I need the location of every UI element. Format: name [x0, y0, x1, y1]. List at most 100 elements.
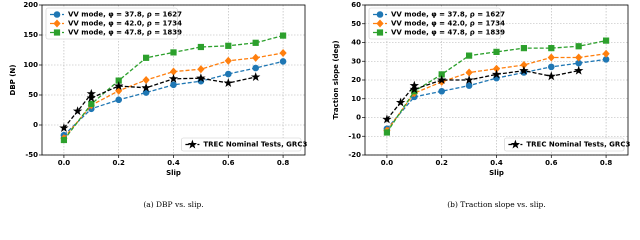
data-point — [88, 100, 95, 108]
data-point — [464, 75, 474, 84]
legend-marker — [53, 11, 61, 18]
x-tick-label: 0.2 — [436, 159, 449, 167]
data-point — [72, 106, 83, 116]
data-point — [575, 43, 582, 50]
data-point — [143, 54, 150, 61]
series-line — [386, 69, 579, 120]
legend-marker — [376, 19, 384, 28]
data-point — [279, 58, 287, 65]
y-tick-label: 50 — [28, 91, 38, 99]
x-tick-label: 0.0 — [381, 159, 394, 167]
series-line — [63, 52, 284, 139]
data-point — [575, 53, 583, 62]
legend-box — [181, 137, 302, 152]
legend-label: VV mode, φ = 42.0, ρ = 1734 — [391, 20, 505, 28]
legend-marker — [510, 139, 521, 149]
data-point — [491, 69, 502, 79]
y-tick-label: 20 — [351, 76, 361, 84]
y-tick-label: 0 — [356, 114, 361, 122]
data-point — [438, 87, 446, 95]
data-point — [252, 64, 259, 72]
data-point — [170, 49, 177, 56]
page: {"chart_data": [ {"type": "line", "x_lab… — [9, 1, 631, 209]
data-point — [252, 53, 260, 62]
data-point — [547, 53, 555, 62]
data-point — [115, 96, 123, 104]
y-tick-label: -10 — [348, 132, 361, 140]
x-tick-label: 0.8 — [600, 159, 613, 167]
data-point — [197, 43, 204, 51]
caption: (a) DBP vs. slip. — [143, 200, 203, 209]
legend-marker — [376, 11, 384, 18]
data-point — [519, 65, 529, 75]
x-tick-label: 0.0 — [58, 159, 71, 167]
data-point — [465, 82, 473, 89]
data-point — [520, 45, 527, 52]
legend-label: TREC Nominal Tests, GRC3 — [526, 141, 630, 149]
y-tick-label: 150 — [23, 31, 38, 39]
series-line — [63, 76, 256, 129]
y-tick-label: -20 — [348, 151, 361, 159]
legend-box — [504, 137, 625, 152]
data-point — [224, 70, 232, 78]
data-point — [547, 63, 555, 71]
data-point — [546, 71, 556, 81]
x-tick-label: 0.4 — [167, 159, 180, 167]
data-point — [602, 49, 610, 58]
data-point — [170, 81, 177, 89]
legend-label: TREC Nominal Tests, GRC3 — [203, 141, 307, 149]
data-point — [279, 48, 287, 58]
data-point — [59, 123, 69, 132]
data-point — [197, 65, 205, 74]
plot-frame — [41, 4, 306, 156]
data-point — [437, 75, 447, 84]
plot-frame — [364, 4, 629, 156]
x-tick-label: 0.6 — [222, 159, 235, 167]
legend-label: VV mode, φ = 37.8, ρ = 1627 — [391, 11, 505, 19]
x-tick-label: 0.2 — [113, 159, 126, 167]
y-tick-label: -50 — [25, 151, 38, 159]
y-tick-label: 60 — [351, 1, 361, 9]
data-point — [252, 39, 259, 46]
y-tick-label: 100 — [23, 61, 38, 69]
y-tick-label: 40 — [351, 39, 361, 47]
y-tick-label: 50 — [351, 20, 361, 28]
data-point — [251, 72, 261, 81]
data-point — [86, 93, 96, 102]
caption: (b) Traction slope vs. slip. — [447, 200, 546, 209]
data-point — [141, 82, 151, 92]
legend-box — [368, 7, 501, 40]
legend-marker — [187, 139, 198, 149]
data-point — [574, 65, 584, 75]
data-point — [383, 129, 391, 136]
data-point — [493, 48, 500, 55]
data-point — [548, 45, 555, 52]
data-point — [225, 42, 232, 49]
data-point — [168, 73, 179, 83]
data-point — [279, 32, 287, 39]
legend-label: VV mode, φ = 37.8, ρ = 1627 — [68, 11, 182, 19]
data-point — [224, 56, 232, 65]
data-point — [223, 78, 233, 87]
x-tick-label: 0.8 — [277, 159, 290, 167]
chart: -50 0 50 100 150 200 0.0 0.2 0.4 0.6 0.8 Slip DBP (N… — [9, 1, 307, 209]
data-point — [602, 37, 610, 44]
legend-marker — [53, 29, 61, 36]
x-axis-label: Slip — [166, 169, 181, 177]
x-tick-label: 0.6 — [545, 159, 558, 167]
data-point — [395, 97, 406, 107]
legend: VV mode, φ = 37.8, ρ = 1627 VV mode, φ = … — [45, 7, 182, 40]
y-tick-label: 200 — [23, 1, 38, 9]
data-point — [382, 114, 392, 124]
y-tick-label: 10 — [351, 95, 361, 103]
x-tick-label: 0.4 — [490, 159, 503, 167]
chart: -20 -10 0 10 20 30 40 50 60 0.0 0.2 0.4 0.6 0.8 Slip Tr… — [332, 1, 630, 209]
y-axis-label: Traction slope (deg) — [332, 40, 340, 119]
legend-label: VV mode, φ = 47.8, ρ = 1839 — [68, 29, 182, 37]
x-axis-label: Slip — [489, 169, 504, 177]
data-point — [114, 81, 124, 90]
y-tick-label: 30 — [351, 57, 361, 65]
legend: TREC Nominal Tests, GRC3 — [504, 137, 630, 152]
